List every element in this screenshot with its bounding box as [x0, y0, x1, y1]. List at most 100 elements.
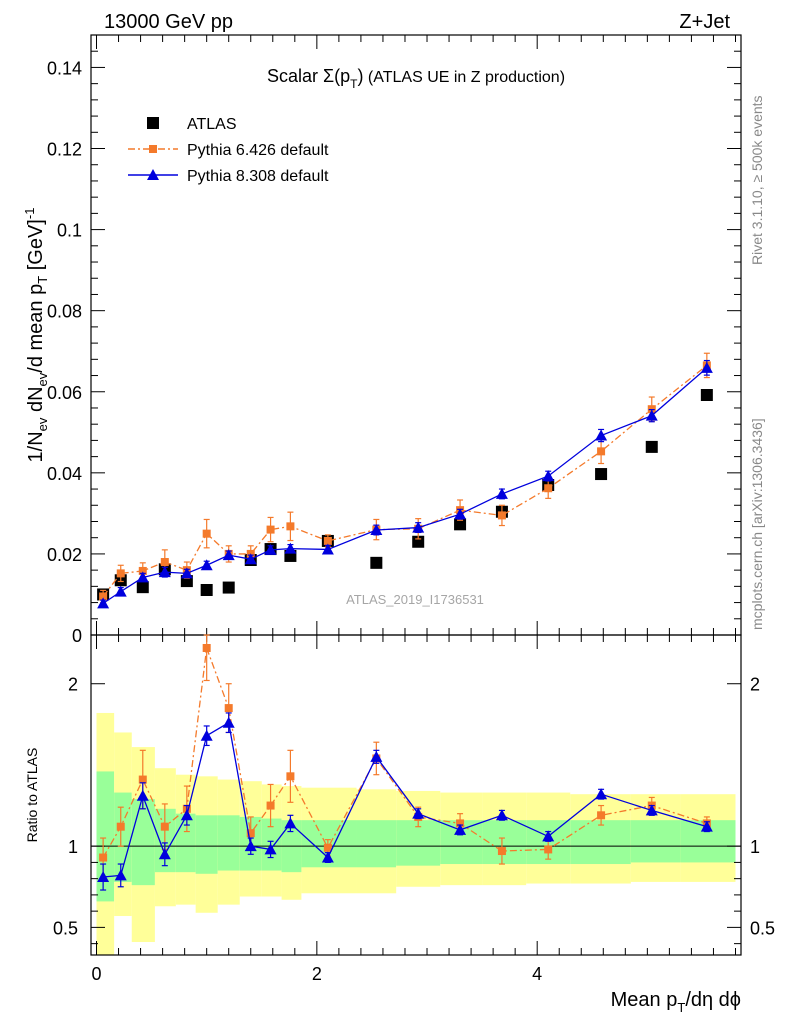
pythia-8-308-default-point: [180, 567, 193, 579]
pythia-6-426-default-ratio-point: [116, 822, 125, 831]
ratio-bands: [96, 712, 736, 955]
legend-label-pythia6: Pythia 6.426 default: [187, 142, 329, 159]
ratio-tick-label-right: 1: [750, 837, 760, 857]
pythia-6-426-default-ratio-error-bar: [203, 634, 210, 682]
pythia-8-308-default-point: [244, 553, 257, 565]
pythia-8-308-default-ratio-point: [645, 804, 658, 816]
pythia-8-308-default-ratio-point: [114, 869, 127, 881]
ratio-tick-label: 1: [68, 837, 78, 857]
pythia-6-426-default-ratio-point: [544, 845, 553, 854]
y-tick-label: 0.04: [47, 464, 82, 484]
pythia-6-426-default-point: [323, 536, 332, 545]
uncertainty-band-green: [114, 792, 132, 882]
y-tick-label: 0.02: [47, 545, 82, 565]
pythia-8-308-default-ratio-point: [158, 848, 171, 860]
uncertainty-band-green: [630, 820, 681, 863]
pythia-8-308-default-ratio-point: [454, 823, 467, 835]
pythia-6-426-default-ratio-point: [246, 829, 255, 838]
legend-marker-pythia6: [149, 145, 157, 153]
pythia-6-426-default-point: [138, 566, 147, 575]
uncertainty-band-green: [261, 818, 282, 871]
ratio-tick-label: 2: [68, 675, 78, 695]
pythia-8-308-default-ratio-point: [264, 843, 277, 855]
pythia-8-308-default-point: [412, 521, 425, 533]
atlas-point: [645, 440, 658, 453]
pythia-6-426-default-point: [99, 592, 108, 601]
pythia-6-426-default-point: [116, 569, 125, 578]
pythia-6-426-default-ratio-point: [497, 847, 506, 856]
uncertainty-band-green: [96, 771, 115, 902]
pythia-8-308-default-ratio-point: [495, 809, 508, 821]
uncertainty-band-green: [175, 813, 196, 873]
pythia-6-426-default-ratio-point: [224, 704, 233, 713]
energy-label: 13000 GeV pp: [104, 11, 233, 33]
process-label: Z+Jet: [679, 11, 730, 33]
pythia-6-426-default-point: [266, 525, 275, 534]
pythia-8-308-default-point: [97, 597, 110, 609]
pythia-6-426-default-ratio-point: [456, 819, 465, 828]
ratio-series: [97, 634, 713, 891]
atlas-point: [136, 581, 149, 594]
pythia-8-308-default-ratio-point: [412, 807, 425, 819]
pythia-6-426-default-ratio-point: [286, 772, 295, 781]
pythia-8-308-default-line: [102, 367, 708, 604]
atlas-point: [700, 389, 713, 401]
legend-label-atlas: ATLAS: [187, 116, 237, 133]
legend: ATLAS Pythia 6.426 default Pythia 8.308 …: [128, 116, 329, 185]
pythia-6-426-default-point: [202, 529, 211, 538]
pythia-8-308-default-ratio-point: [136, 789, 149, 801]
pythia-8-308-default-ratio-point: [595, 788, 608, 800]
pythia-8-308-default-point: [454, 508, 467, 520]
y-tick-label: 0.1: [57, 221, 82, 241]
pythia-6-426-default-point: [286, 522, 295, 531]
uncertainty-band-green: [570, 820, 631, 865]
x-tick-label: 2: [312, 964, 322, 984]
analysis-watermark: ATLAS_2019_I1736531: [346, 592, 484, 607]
pythia-8-308-default-point: [595, 429, 608, 441]
atlas-point: [370, 556, 383, 569]
pythia-8-308-default-point: [321, 543, 334, 555]
axis-ticks: [91, 35, 741, 955]
pythia-8-308-default-point: [700, 361, 713, 373]
ratio-y-axis-label: Ratio to ATLAS: [24, 748, 40, 843]
pythia-8-308-default-point: [495, 487, 508, 499]
pythia-6-426-default-point: [544, 484, 553, 493]
pythia-6-426-default-ratio-point: [202, 643, 211, 652]
pythia-8-308-default-point: [542, 470, 555, 482]
pythia-8-308-default-point: [114, 585, 127, 597]
pythia-8-308-default-ratio-point: [321, 851, 334, 863]
ratio-tick-label: 0.5: [53, 918, 78, 938]
uncertainty-band-green: [131, 799, 155, 886]
y-tick-label: 0.14: [47, 58, 82, 78]
pythia-8-308-default-point: [284, 542, 297, 554]
pythia-8-308-default-ratio-point: [200, 729, 213, 741]
pythia-6-426-default-point: [597, 447, 606, 456]
pythia-8-308-default-ratio-point: [370, 750, 383, 762]
mcplots-source-label: mcplots.cern.ch [arXiv:1306.3436]: [749, 418, 765, 630]
y-axis-label: 1/Nev dNev/d mean pT [GeV]-1: [22, 208, 50, 463]
pythia-8-308-default-point: [136, 571, 149, 583]
ratio-tick-label-right: 2: [750, 675, 760, 695]
pythia-8-308-default-point: [200, 559, 213, 571]
pythia-8-308-default-ratio-point: [180, 809, 193, 821]
ratio-tick-label-right: 0.5: [750, 918, 775, 938]
x-tick-label: 0: [92, 964, 102, 984]
pythia-8-308-default-ratio-point: [542, 830, 555, 842]
axis-tick-labels: 0 2 4 0 0.02 0.04 0.06 0.08 0.1 0.12 0.14 0.5 0.5 1 1 2…: [47, 58, 775, 984]
pythia-8-308-default-ratio-point: [700, 820, 713, 832]
pythia-8-308-default-point: [370, 524, 383, 535]
main-series: [97, 352, 713, 609]
pythia-6-426-default-line: [102, 364, 708, 597]
atlas-point: [595, 468, 608, 481]
pythia-6-426-default-ratio-point: [138, 775, 147, 784]
pythia-6-426-default-point: [160, 558, 169, 567]
pythia-6-426-default-ratio-point: [597, 811, 606, 820]
rivet-version-label: Rivet 3.1.10, ≥ 500k events: [749, 95, 765, 265]
uncertainty-band-green: [396, 820, 441, 866]
pythia-8-308-default-ratio-point: [97, 871, 110, 883]
x-tick-label: 4: [532, 964, 542, 984]
uncertainty-band-green: [217, 815, 240, 871]
uncertainty-band-green: [356, 820, 397, 868]
y-tick-label: 0.12: [47, 140, 82, 160]
x-axis-label: Mean pT/dη dϕ: [611, 989, 741, 1015]
